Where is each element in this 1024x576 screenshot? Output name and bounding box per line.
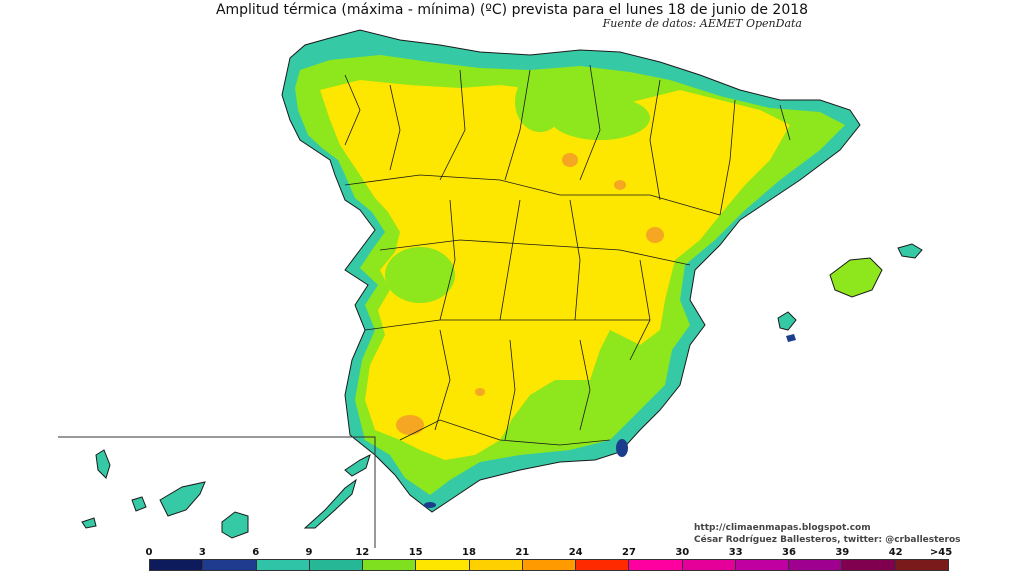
legend-label: 33 <box>728 547 743 558</box>
legend-labels: 0 3 6 9 12 15 18 21 24 27 30 33 36 39 42… <box>145 547 953 559</box>
island-el-hierro <box>81 517 97 529</box>
peninsula-yellow <box>320 80 790 460</box>
dark-spot-cadiz <box>424 502 436 508</box>
legend-swatch <box>735 560 790 570</box>
canary-inset-frame <box>58 436 376 548</box>
green-patch-south <box>510 403 610 447</box>
legend-swatch <box>629 560 683 570</box>
legend-swatch <box>363 560 417 570</box>
legend-label: 0 <box>145 547 153 558</box>
legend-swatch <box>256 560 310 570</box>
legend-label: 42 <box>888 547 903 558</box>
data-source: Fuente de datos: AEMET OpenData <box>602 17 802 30</box>
legend-label: 9 <box>305 547 313 558</box>
legend-swatch <box>203 560 257 570</box>
green-patch-north <box>550 96 650 140</box>
legend-label: 39 <box>835 547 850 558</box>
island-la-gomera <box>131 496 147 512</box>
credits: http://climaenmapas.blogspot.com César R… <box>694 522 961 546</box>
legend-label: 24 <box>568 547 583 558</box>
legend-swatch <box>682 560 736 570</box>
map-title: Amplitud térmica (máxima - mínima) (ºC) … <box>215 2 809 18</box>
island-formentera <box>786 334 796 342</box>
dark-spot-almeria <box>616 439 628 457</box>
green-patch-west <box>385 247 455 303</box>
island-menorca <box>897 243 923 259</box>
credits-author: César Rodríguez Ballesteros, twitter: @c… <box>694 535 961 545</box>
island-ibiza <box>777 311 797 331</box>
hot-spot-cordoba <box>475 388 485 396</box>
legend-swatch <box>576 560 630 570</box>
hot-spot-soria <box>562 153 578 167</box>
legend-color-bar <box>149 559 949 571</box>
hot-spot-teruel <box>646 227 664 243</box>
legend-swatch <box>150 560 204 570</box>
legend-label: 6 <box>252 547 260 558</box>
legend-label: 12 <box>355 547 370 558</box>
province-borders <box>344 64 791 446</box>
legend-label: 30 <box>675 547 690 558</box>
legend-label: 36 <box>782 547 796 558</box>
legend-label: 21 <box>515 547 530 558</box>
hot-spot-zaragoza <box>614 180 626 190</box>
legend-label: 15 <box>408 547 423 558</box>
legend-swatch <box>895 560 948 570</box>
legend-label: >45 <box>929 547 953 558</box>
island-lanzarote <box>344 454 371 477</box>
island-la-palma <box>95 449 111 479</box>
legend-swatch <box>522 560 577 570</box>
island-gran-canaria <box>221 511 249 539</box>
legend-swatch <box>842 560 896 570</box>
legend-label: 18 <box>462 547 476 558</box>
legend-label: 3 <box>198 547 206 558</box>
green-patch-center <box>515 72 565 132</box>
island-fuerteventura <box>303 478 357 529</box>
legend-swatch <box>469 560 523 570</box>
credits-url: http://climaenmapas.blogspot.com <box>694 523 871 533</box>
legend-label: 27 <box>622 547 636 558</box>
legend-swatch <box>309 560 364 570</box>
legend-swatch <box>789 560 843 570</box>
island-tenerife <box>159 481 206 517</box>
island-mallorca <box>829 257 883 298</box>
hot-spot-huelva <box>396 415 424 435</box>
legend-swatch <box>416 560 470 570</box>
